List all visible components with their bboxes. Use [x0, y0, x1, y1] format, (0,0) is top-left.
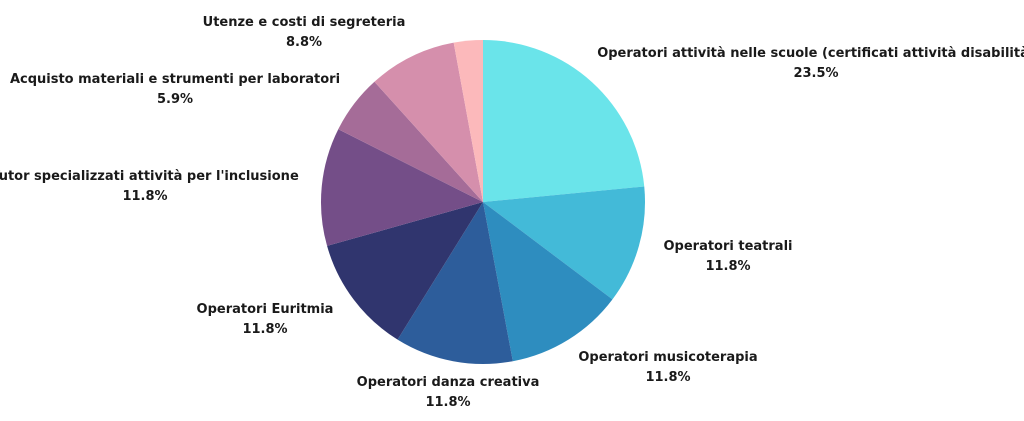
slice-label: Utenze e costi di segreteria — [203, 15, 406, 30]
pie-slice — [374, 42, 483, 202]
pie-slice — [453, 40, 483, 202]
slice-value-label: 11.8% — [425, 395, 470, 410]
slice-label: Tutor specializzati attività per l'inclu… — [0, 169, 299, 184]
slice-label: Operatori teatrali — [663, 239, 792, 254]
pie-slice — [483, 202, 613, 362]
slice-label: Operatori attività nelle scuole (certifi… — [597, 46, 1024, 61]
pie-slice — [483, 186, 645, 300]
slice-value-label: 8.8% — [286, 35, 322, 50]
slice-value-label: 11.8% — [122, 189, 167, 204]
pie-slice — [338, 81, 483, 202]
pie-slice — [327, 202, 483, 340]
slice-value-label: 11.8% — [705, 259, 750, 274]
pie-slice — [321, 129, 483, 246]
pie-slice — [483, 40, 645, 202]
slice-value-label: 11.8% — [242, 322, 287, 337]
slice-value-label: 11.8% — [645, 370, 690, 385]
pie-labels: Operatori attività nelle scuole (certifi… — [0, 15, 1024, 410]
slice-value-label: 23.5% — [793, 66, 838, 81]
pie-slices — [321, 40, 645, 364]
slice-value-label: 5.9% — [157, 92, 193, 107]
pie-slice — [397, 202, 513, 364]
slice-label: Operatori Euritmia — [197, 302, 334, 317]
slice-label: Operatori danza creativa — [357, 375, 540, 390]
slice-label: Operatori musicoterapia — [578, 350, 757, 365]
slice-label: Acquisto materiali e strumenti per labor… — [10, 72, 340, 87]
